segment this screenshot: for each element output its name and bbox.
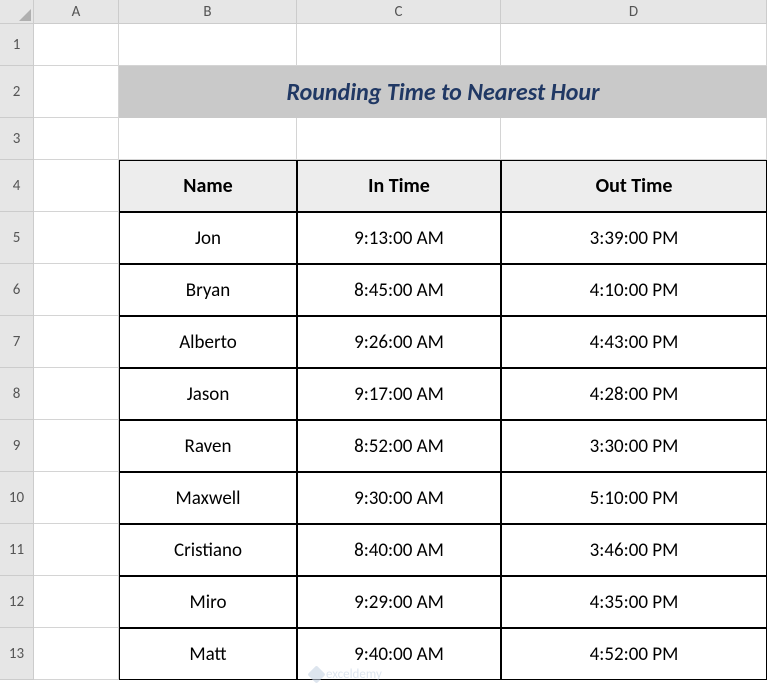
cell-A10[interactable] — [34, 472, 119, 524]
table-header-out-time[interactable]: Out Time — [501, 160, 767, 212]
cell-A7[interactable] — [34, 316, 119, 368]
table-row[interactable]: 5:10:00 PM — [501, 472, 767, 524]
title-banner[interactable]: Rounding Time to Nearest Hour — [119, 66, 767, 118]
table-row[interactable]: 9:26:00 AM — [297, 316, 501, 368]
table-row[interactable]: 3:46:00 PM — [501, 524, 767, 576]
row-header-3[interactable]: 3 — [0, 118, 33, 160]
cell-A1[interactable] — [34, 24, 119, 66]
col-header-D[interactable]: D — [501, 0, 767, 24]
table-row[interactable]: 4:10:00 PM — [501, 264, 767, 316]
table-row[interactable]: 9:13:00 AM — [297, 212, 501, 264]
col-header-A[interactable]: A — [34, 0, 119, 24]
cell-A13[interactable] — [34, 628, 119, 680]
cell-D3[interactable] — [501, 118, 767, 160]
column-headers: A B C D — [34, 0, 767, 24]
table-row[interactable]: Cristiano — [119, 524, 297, 576]
table-header-name[interactable]: Name — [119, 160, 297, 212]
table-row[interactable]: Jason — [119, 368, 297, 420]
table-row[interactable]: 4:43:00 PM — [501, 316, 767, 368]
cell-A3[interactable] — [34, 118, 119, 160]
table-row[interactable]: Jon — [119, 212, 297, 264]
cell-A11[interactable] — [34, 524, 119, 576]
table-row[interactable]: 8:52:00 AM — [297, 420, 501, 472]
cell-A9[interactable] — [34, 420, 119, 472]
table-row[interactable]: Matt — [119, 628, 297, 680]
row-header-12[interactable]: 12 — [0, 576, 33, 628]
table-row[interactable]: 4:28:00 PM — [501, 368, 767, 420]
row-header-1[interactable]: 1 — [0, 24, 33, 66]
table-row[interactable]: 4:35:00 PM — [501, 576, 767, 628]
row-header-8[interactable]: 8 — [0, 368, 33, 420]
cell-B1[interactable] — [119, 24, 297, 66]
spreadsheet-grid: Rounding Time to Nearest Hour NameIn Time… — [34, 24, 767, 696]
cell-C1[interactable] — [297, 24, 501, 66]
cell-A4[interactable] — [34, 160, 119, 212]
table-row[interactable]: 9:17:00 AM — [297, 368, 501, 420]
row-header-6[interactable]: 6 — [0, 264, 33, 316]
table-row[interactable]: Bryan — [119, 264, 297, 316]
row-header-10[interactable]: 10 — [0, 472, 33, 524]
cell-A8[interactable] — [34, 368, 119, 420]
cell-A6[interactable] — [34, 264, 119, 316]
table-row[interactable]: Miro — [119, 576, 297, 628]
col-header-C[interactable]: C — [297, 0, 501, 24]
table-row[interactable]: 9:29:00 AM — [297, 576, 501, 628]
select-all-corner[interactable] — [0, 0, 34, 24]
table-row[interactable]: Alberto — [119, 316, 297, 368]
row-header-7[interactable]: 7 — [0, 316, 33, 368]
cell-A12[interactable] — [34, 576, 119, 628]
table-row[interactable]: 8:45:00 AM — [297, 264, 501, 316]
table-row[interactable]: 9:30:00 AM — [297, 472, 501, 524]
row-header-11[interactable]: 11 — [0, 524, 33, 576]
cell-A2[interactable] — [34, 66, 119, 118]
row-headers: 12345678910111213 — [0, 24, 34, 680]
table-row[interactable]: 4:52:00 PM — [501, 628, 767, 680]
row-header-2[interactable]: 2 — [0, 66, 33, 118]
cell-D1[interactable] — [501, 24, 767, 66]
table-row[interactable]: 3:30:00 PM — [501, 420, 767, 472]
table-row[interactable]: 9:40:00 AM — [297, 628, 501, 680]
table-header-in-time[interactable]: In Time — [297, 160, 501, 212]
row-header-4[interactable]: 4 — [0, 160, 33, 212]
table-row[interactable]: Raven — [119, 420, 297, 472]
table-row[interactable]: 3:39:00 PM — [501, 212, 767, 264]
cell-A5[interactable] — [34, 212, 119, 264]
col-header-B[interactable]: B — [119, 0, 297, 24]
table-row[interactable]: 8:40:00 AM — [297, 524, 501, 576]
table-row[interactable]: Maxwell — [119, 472, 297, 524]
row-header-9[interactable]: 9 — [0, 420, 33, 472]
cell-C3[interactable] — [297, 118, 501, 160]
cell-B3[interactable] — [119, 118, 297, 160]
row-header-13[interactable]: 13 — [0, 628, 33, 680]
row-header-5[interactable]: 5 — [0, 212, 33, 264]
